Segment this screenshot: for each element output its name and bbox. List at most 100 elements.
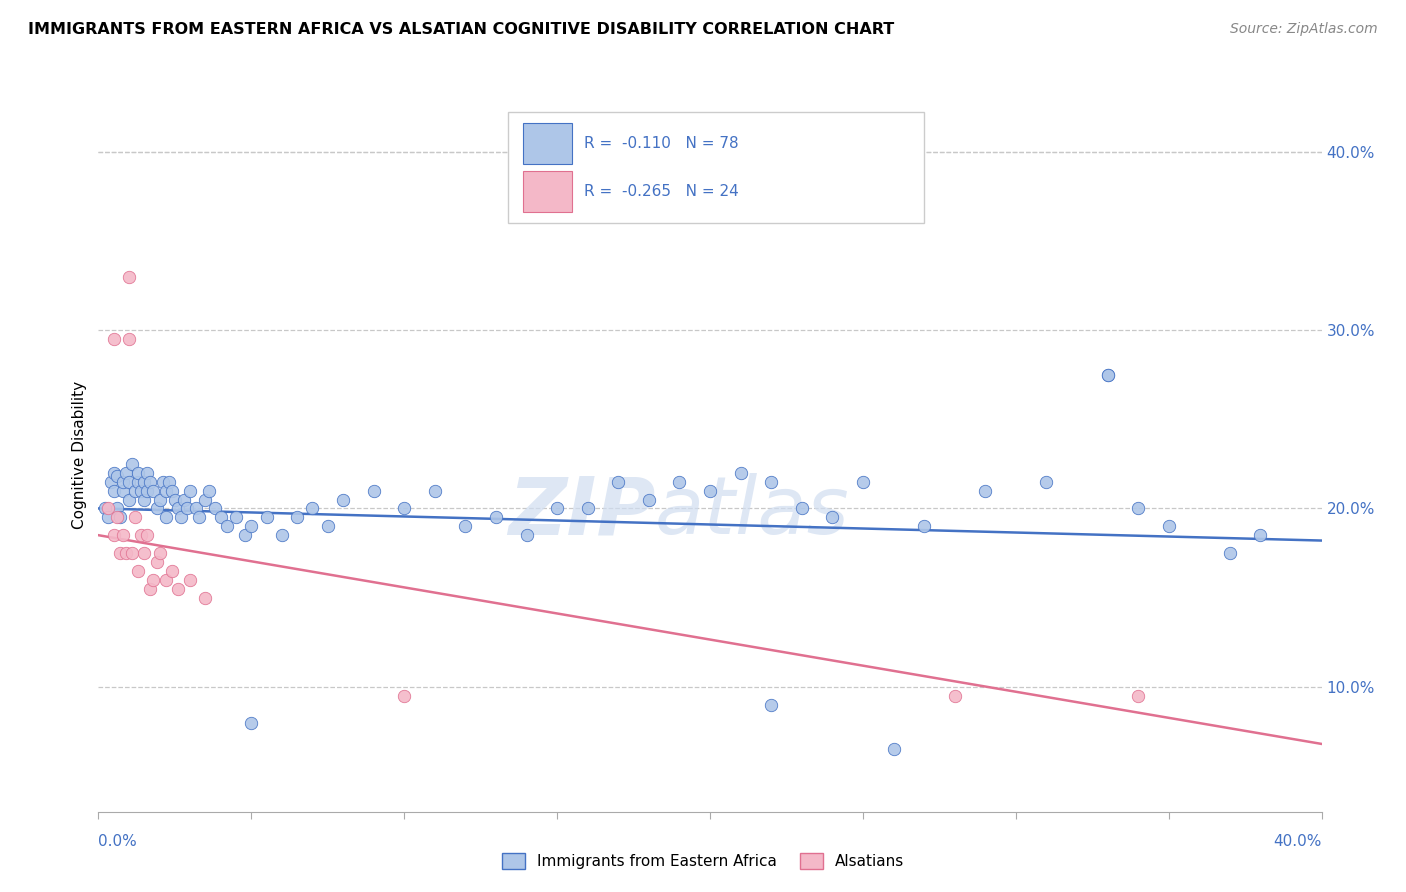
Text: atlas: atlas [655,473,849,551]
Point [576,501,599,516]
Point [332,492,354,507]
Point [108,546,131,560]
Point [637,492,661,507]
Point [121,546,143,560]
Point [118,269,141,284]
Point [1097,368,1119,382]
Point [108,510,131,524]
Point [1157,519,1180,533]
Point [240,715,263,730]
Point [363,483,385,498]
Point [157,475,180,489]
Point [115,466,138,480]
Y-axis label: Cognitive Disability: Cognitive Disability [72,381,87,529]
Point [103,332,125,346]
Point [759,475,782,489]
FancyBboxPatch shape [523,171,572,212]
Point [485,510,508,524]
Point [167,501,190,516]
Point [668,475,690,489]
Point [197,483,219,498]
Text: R =  -0.110   N = 78: R = -0.110 N = 78 [583,136,738,152]
Point [124,483,146,498]
Point [285,510,308,524]
Text: R =  -0.265   N = 24: R = -0.265 N = 24 [583,184,738,199]
Point [139,582,162,596]
Point [516,528,538,542]
Point [155,510,177,524]
Point [240,519,263,533]
Point [790,501,813,516]
Point [194,492,217,507]
Point [149,492,172,507]
Point [1249,528,1271,542]
Point [136,528,159,542]
Point [173,492,195,507]
FancyBboxPatch shape [523,123,572,164]
Point [111,528,134,542]
Point [127,564,149,578]
Point [912,519,935,533]
Point [121,457,143,471]
Point [170,510,193,524]
Point [111,483,134,498]
Point [152,475,174,489]
Point [97,510,120,524]
Point [730,466,752,480]
Point [118,475,141,489]
Point [209,510,232,524]
Point [160,483,183,498]
Point [852,475,875,489]
Point [188,510,211,524]
Point [118,492,141,507]
Point [93,501,115,516]
Point [103,483,125,498]
Point [124,510,146,524]
Point [134,475,156,489]
Point [1128,689,1150,703]
Point [111,475,134,489]
Point [118,332,141,346]
Point [103,528,125,542]
Point [546,501,568,516]
Point [186,501,208,516]
Point [142,483,165,498]
Point [139,475,162,489]
Text: 0.0%: 0.0% [98,834,138,849]
Point [163,492,186,507]
Point [974,483,997,498]
Point [233,528,256,542]
Point [142,573,165,587]
Point [943,689,966,703]
Point [176,501,198,516]
Text: 40.0%: 40.0% [1274,834,1322,849]
Point [301,501,323,516]
Point [105,501,128,516]
Point [1097,368,1119,382]
Text: IMMIGRANTS FROM EASTERN AFRICA VS ALSATIAN COGNITIVE DISABILITY CORRELATION CHAR: IMMIGRANTS FROM EASTERN AFRICA VS ALSATI… [28,22,894,37]
Point [145,555,167,569]
Point [145,501,167,516]
Point [179,573,201,587]
Point [256,510,278,524]
Point [105,469,128,483]
Point [316,519,339,533]
Point [136,466,159,480]
Point [129,483,152,498]
Point [392,501,416,516]
Point [1219,546,1241,560]
Point [100,475,122,489]
Text: ZIP: ZIP [508,473,655,551]
Point [204,501,226,516]
Point [127,466,149,480]
Point [167,582,190,596]
Point [155,483,177,498]
Point [423,483,446,498]
Point [155,573,177,587]
Point [149,546,172,560]
Point [759,698,782,712]
Point [699,483,721,498]
Point [270,528,292,542]
Legend: Immigrants from Eastern Africa, Alsatians: Immigrants from Eastern Africa, Alsatian… [496,847,910,875]
Point [883,742,905,756]
